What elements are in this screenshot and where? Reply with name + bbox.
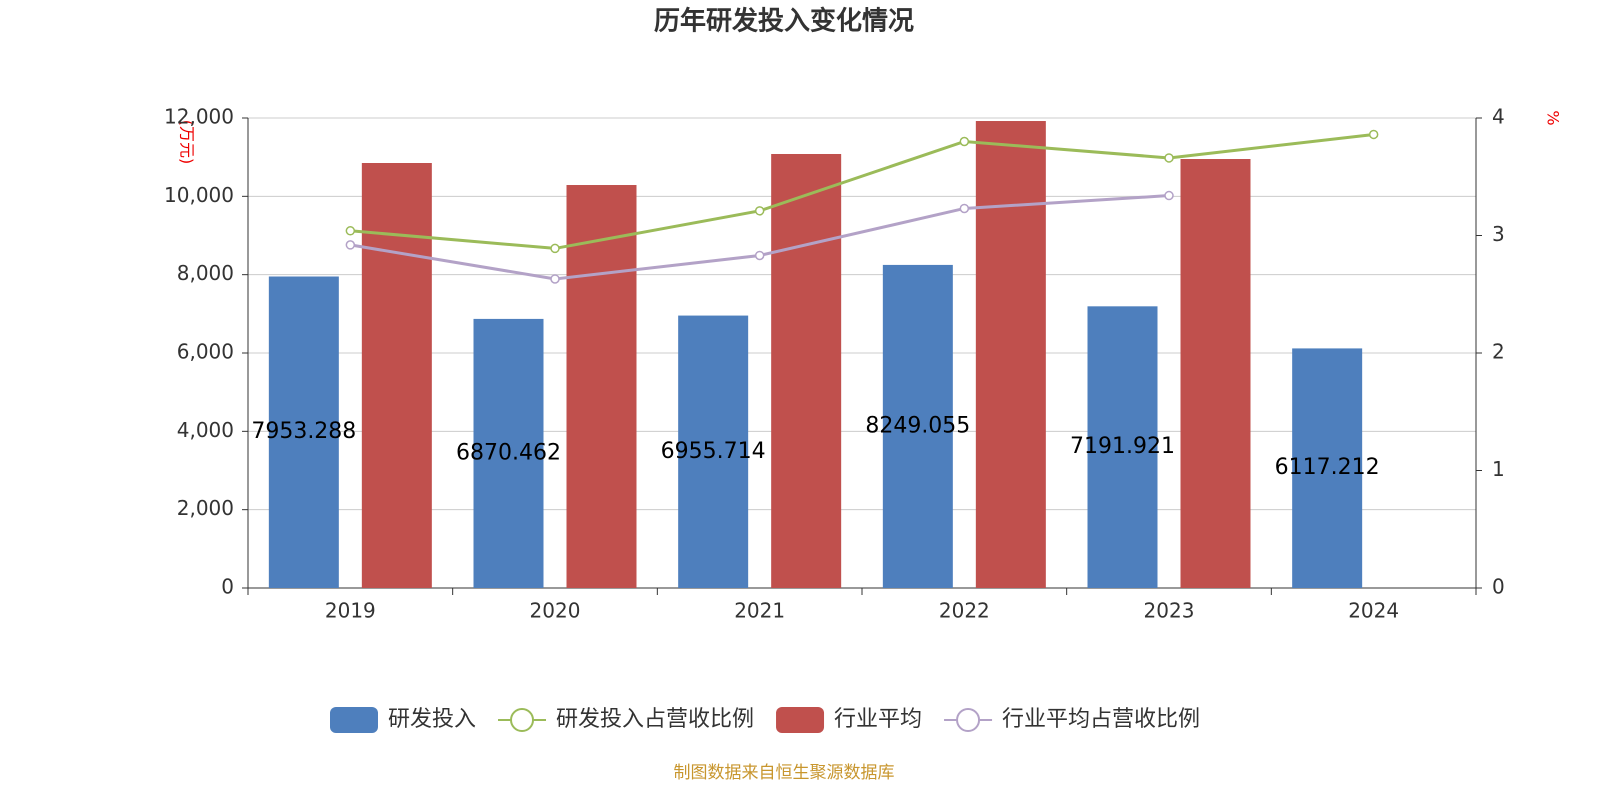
bar: [361, 163, 432, 588]
legend-swatch: [956, 708, 981, 732]
x-tick-label: 2023: [1144, 599, 1195, 623]
bar: [771, 153, 842, 588]
bar: [268, 276, 339, 588]
legend-label: 行业平均占营收比例: [1002, 707, 1200, 732]
line-point: [959, 136, 970, 147]
bar: [1292, 348, 1363, 588]
bar: [882, 264, 953, 588]
legend-label: 行业平均: [834, 707, 922, 732]
line-point: [1368, 129, 1379, 140]
line-point: [754, 206, 765, 216]
bar: [975, 121, 1046, 588]
line-point: [959, 203, 970, 214]
data-label: 6870.462: [456, 440, 561, 465]
line-series: [350, 132, 1374, 250]
data-label: 6117.212: [1275, 455, 1380, 480]
line-point: [1164, 153, 1174, 163]
y2-tick-label: 3: [1492, 222, 1505, 246]
data-label: 8249.055: [865, 413, 970, 438]
y-tick-label: 8,000: [177, 261, 234, 285]
legend-swatch: [776, 707, 825, 733]
data-label: 7191.921: [1070, 434, 1175, 459]
bar: [566, 185, 637, 588]
y2-axis-label: %: [1544, 110, 1563, 125]
y-tick-label: 6,000: [177, 340, 234, 364]
y-tick-label: 2,000: [177, 496, 234, 520]
x-tick-label: 2020: [530, 599, 581, 623]
legend-label: 研发投入占营收比例: [556, 707, 754, 732]
bar: [1180, 159, 1251, 588]
y-tick-label: 0: [221, 575, 234, 599]
line-point: [754, 250, 765, 261]
y2-tick-label: 4: [1492, 105, 1505, 129]
y-axis-label: (万元): [178, 120, 197, 165]
x-tick-label: 2024: [1348, 599, 1399, 623]
line-point: [550, 243, 560, 254]
bar: [473, 318, 544, 588]
data-label: 7953.288: [251, 419, 356, 444]
y2-tick-label: 0: [1492, 575, 1505, 599]
x-tick-label: 2021: [734, 599, 785, 623]
x-tick-label: 2022: [939, 599, 990, 623]
x-tick-label: 2019: [325, 599, 376, 623]
data-label: 6955.714: [661, 439, 766, 464]
line-point: [1164, 190, 1174, 201]
y-tick-label: 4,000: [177, 418, 234, 442]
chart-title: 历年研发投入变化情况: [654, 6, 914, 37]
line-point: [345, 226, 356, 236]
source-note: 制图数据来自恒生聚源数据库: [674, 763, 895, 783]
bar: [678, 315, 749, 588]
legend-swatch: [510, 708, 535, 732]
y2-tick-label: 1: [1492, 457, 1505, 481]
legend-swatch: [330, 707, 378, 733]
line-point: [550, 274, 560, 284]
y-tick-label: 10,000: [164, 183, 234, 207]
line-point: [345, 240, 356, 250]
y2-tick-label: 2: [1492, 340, 1505, 364]
bar: [1087, 306, 1158, 588]
legend-label: 研发投入: [388, 707, 476, 732]
y-tick-label: 12,000: [164, 105, 234, 129]
